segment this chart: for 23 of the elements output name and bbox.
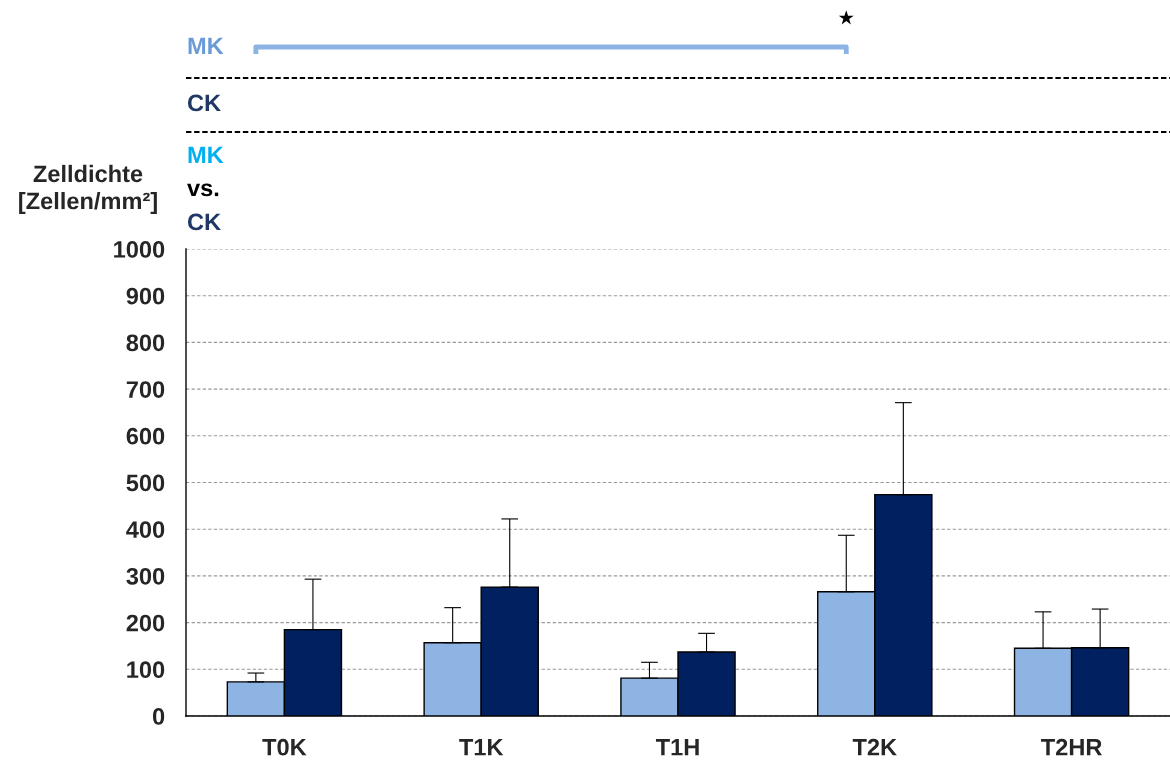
y-tick-label: 500 xyxy=(126,474,165,492)
x-tick-label: T2K xyxy=(852,738,897,756)
y-tick-label: 400 xyxy=(126,521,165,538)
text: CK xyxy=(187,213,221,231)
y-tick-label: 1000 xyxy=(114,241,165,258)
text: CK xyxy=(187,94,221,112)
text: MK xyxy=(188,146,224,164)
text: ★ xyxy=(838,10,854,25)
x-tick-label: T1H xyxy=(655,739,699,756)
y-tick-label: 300 xyxy=(126,567,165,585)
text: vs. xyxy=(187,183,219,197)
y-tick-label: 700 xyxy=(126,381,165,398)
y-tick-label: 200 xyxy=(126,614,165,632)
x-tick-label: T0K xyxy=(262,738,307,756)
text: MK xyxy=(188,37,224,55)
x-tick-label: T2HR xyxy=(1041,738,1102,756)
y-tick-label: 0 xyxy=(152,708,165,725)
y-tick-label: 100 xyxy=(127,661,165,679)
y-tick-label: 600 xyxy=(126,427,165,445)
y-axis-title: Zelldichte [Zellen/mm²] xyxy=(19,164,157,214)
x-tick-label: T1K xyxy=(459,739,504,756)
y-tick-label: 900 xyxy=(126,287,165,305)
y-tick-label: 800 xyxy=(126,334,165,352)
